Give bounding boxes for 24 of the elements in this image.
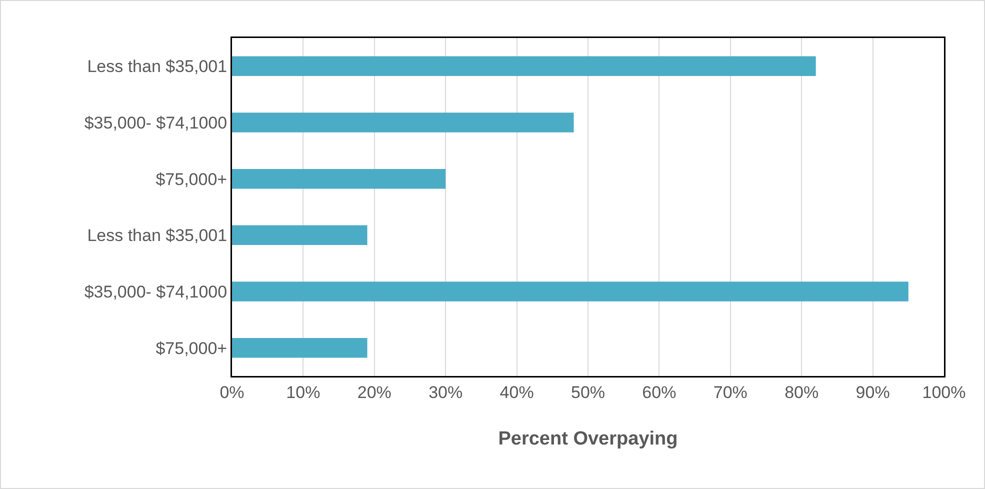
y-tick-label: $75,000+: [156, 338, 228, 358]
x-tick-label: 40%: [500, 382, 534, 402]
x-axis-title: Percent Overpaying: [498, 428, 678, 450]
y-tick-label: Less than $35,001: [87, 57, 228, 76]
x-tick-label: 30%: [428, 382, 463, 402]
bar: [232, 56, 816, 76]
x-tick-label: 20%: [357, 382, 392, 402]
x-tick-label: 10%: [286, 382, 320, 402]
bar: [232, 282, 908, 302]
y-tick-label: $35,000- $74,1000: [84, 282, 228, 302]
bar: [232, 225, 368, 246]
x-tick-label: 100%: [922, 382, 966, 402]
y-tick-label: Less than $35,001: [87, 226, 228, 246]
x-tick-label: 50%: [570, 382, 606, 402]
x-tick-label: 90%: [856, 382, 890, 402]
bar: [232, 112, 574, 132]
y-tick-label: $75,000+: [156, 170, 228, 189]
y-tick-label: $35,000- $74,1000: [84, 113, 228, 132]
x-tick-label: 70%: [713, 382, 748, 402]
bar: [232, 168, 446, 189]
bar: [232, 338, 368, 358]
x-tick-label: 0%: [220, 382, 244, 402]
x-tick-label: 60%: [642, 382, 676, 402]
x-tick-label: 80%: [784, 382, 819, 402]
